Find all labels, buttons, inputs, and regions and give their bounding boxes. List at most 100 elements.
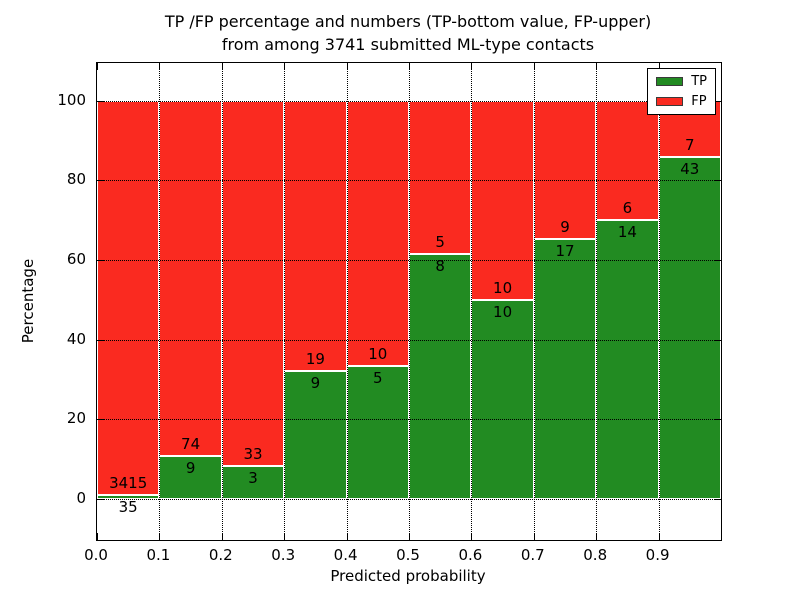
y-axis-label: Percentage bbox=[19, 258, 37, 344]
x-tick-label: 0.6 bbox=[458, 546, 483, 564]
fp-count-label: 74 bbox=[181, 434, 201, 453]
x-tick-label: 0.7 bbox=[520, 546, 545, 564]
horizontal-gridline bbox=[97, 180, 721, 182]
y-tick-mark bbox=[97, 498, 104, 500]
vertical-gridline bbox=[596, 63, 598, 540]
x-tick-mark bbox=[284, 533, 286, 540]
horizontal-gridline bbox=[97, 419, 721, 421]
legend-label-tp: TP bbox=[691, 74, 707, 89]
x-tick-mark-top bbox=[284, 63, 286, 70]
chart-title-line1: TP /FP percentage and numbers (TP-bottom… bbox=[164, 12, 652, 31]
fp-count-label: 7 bbox=[685, 135, 695, 154]
x-tick-label: 0.0 bbox=[84, 546, 108, 564]
bar-tp-segment bbox=[159, 455, 222, 499]
x-tick-mark-top bbox=[409, 63, 410, 70]
y-tick-mark bbox=[97, 180, 104, 182]
vertical-gridline bbox=[159, 63, 161, 540]
horizontal-gridline bbox=[97, 100, 721, 102]
tp-count-label: 17 bbox=[555, 241, 575, 260]
bar-tp-segment bbox=[533, 238, 597, 499]
tp-count-label: 9 bbox=[310, 374, 321, 392]
vertical-gridline bbox=[346, 63, 348, 540]
x-tick-label: 0.8 bbox=[583, 546, 608, 564]
bar-fp-segment bbox=[97, 100, 160, 495]
x-tick-mark bbox=[346, 533, 348, 540]
bar-fp-segment bbox=[596, 100, 659, 221]
chart-title-line2: from among 3741 submitted ML-type contac… bbox=[221, 35, 595, 54]
x-tick-label: 0.3 bbox=[271, 546, 296, 564]
fp-count-label: 6 bbox=[622, 199, 633, 218]
y-tick-mark bbox=[97, 260, 104, 262]
tp-count-label: 9 bbox=[185, 458, 196, 477]
y-tick-label: 100 bbox=[57, 90, 86, 109]
legend-label-fp: FP bbox=[691, 94, 707, 109]
vertical-gridline bbox=[409, 63, 410, 540]
x-tick-mark bbox=[409, 533, 410, 540]
vertical-gridline bbox=[658, 63, 660, 540]
tp-count-label: 5 bbox=[373, 369, 383, 388]
x-tick-mark-top bbox=[471, 63, 473, 70]
legend: TP FP bbox=[647, 68, 716, 115]
x-tick-label: 0.1 bbox=[146, 546, 171, 564]
vertical-gridline bbox=[533, 63, 535, 540]
bar-tp-segment bbox=[97, 494, 160, 499]
bar-tp-segment bbox=[346, 366, 409, 499]
y-tick-label: 80 bbox=[66, 170, 86, 189]
fp-count-label: 5 bbox=[435, 232, 445, 251]
plot-area: 3415 35 74 9 33 3 19 9 10 5 5 8 10 10 9 17 6 14 7 43 TP FP bbox=[96, 62, 722, 541]
bar-tp-segment bbox=[596, 220, 659, 499]
y-tick-mark bbox=[97, 339, 104, 341]
x-axis-label: Predicted probability bbox=[330, 567, 486, 585]
x-tick-label: 0.2 bbox=[208, 546, 233, 564]
y-tick-label: 20 bbox=[66, 409, 86, 428]
y-tick-mark-right bbox=[714, 498, 721, 500]
horizontal-gridline bbox=[97, 339, 721, 341]
x-tick-mark bbox=[97, 533, 98, 540]
vertical-gridline bbox=[284, 63, 286, 540]
x-tick-mark-top bbox=[346, 63, 348, 70]
horizontal-gridline bbox=[97, 498, 721, 500]
y-tick-label: 60 bbox=[66, 250, 86, 269]
tp-count-label: 43 bbox=[680, 159, 700, 178]
fp-count-label: 10 bbox=[493, 278, 513, 297]
bar-fp-segment bbox=[471, 100, 534, 300]
y-tick-mark bbox=[97, 100, 104, 102]
legend-swatch-tp bbox=[656, 77, 684, 86]
tp-count-label: 14 bbox=[617, 223, 637, 242]
x-tick-mark-top bbox=[221, 63, 223, 70]
x-tick-mark bbox=[159, 533, 161, 540]
y-tick-mark-right bbox=[714, 180, 721, 182]
legend-item-tp: TP bbox=[656, 75, 707, 88]
y-tick-mark-right bbox=[714, 419, 721, 421]
vertical-gridline bbox=[221, 63, 223, 540]
x-tick-mark bbox=[596, 533, 598, 540]
fp-count-label: 33 bbox=[243, 444, 263, 463]
x-tick-mark-top bbox=[596, 63, 598, 70]
y-tick-mark-right bbox=[714, 339, 721, 341]
x-tick-mark-top bbox=[658, 63, 660, 70]
y-tick-mark-right bbox=[714, 260, 721, 262]
fp-count-label: 19 bbox=[305, 350, 325, 368]
bar-fp-segment bbox=[346, 100, 409, 367]
bar-fp-segment bbox=[221, 100, 285, 466]
y-tick-mark-right bbox=[714, 100, 721, 102]
x-tick-mark-top bbox=[159, 63, 161, 70]
y-tick-mark bbox=[97, 419, 104, 421]
y-tick-label: 40 bbox=[66, 329, 86, 348]
bar-fp-segment bbox=[409, 100, 472, 254]
x-tick-mark bbox=[471, 533, 473, 540]
fp-count-label: 3415 bbox=[109, 473, 148, 492]
legend-swatch-fp bbox=[656, 97, 684, 106]
fp-count-label: 9 bbox=[560, 217, 570, 236]
bar-fp-segment bbox=[533, 100, 597, 239]
x-tick-mark-top bbox=[533, 63, 535, 70]
bar-tp-segment bbox=[658, 156, 721, 499]
chart-title: TP /FP percentage and numbers (TP-bottom… bbox=[0, 10, 800, 56]
fp-count-label: 10 bbox=[368, 345, 388, 364]
tp-count-label: 3 bbox=[248, 468, 258, 487]
y-tick-label: 0 bbox=[76, 488, 86, 507]
bar-fp-segment bbox=[284, 100, 347, 371]
x-tick-label: 0.5 bbox=[396, 546, 420, 564]
tp-count-label: 8 bbox=[435, 256, 445, 275]
bar-tp-segment bbox=[409, 253, 472, 499]
